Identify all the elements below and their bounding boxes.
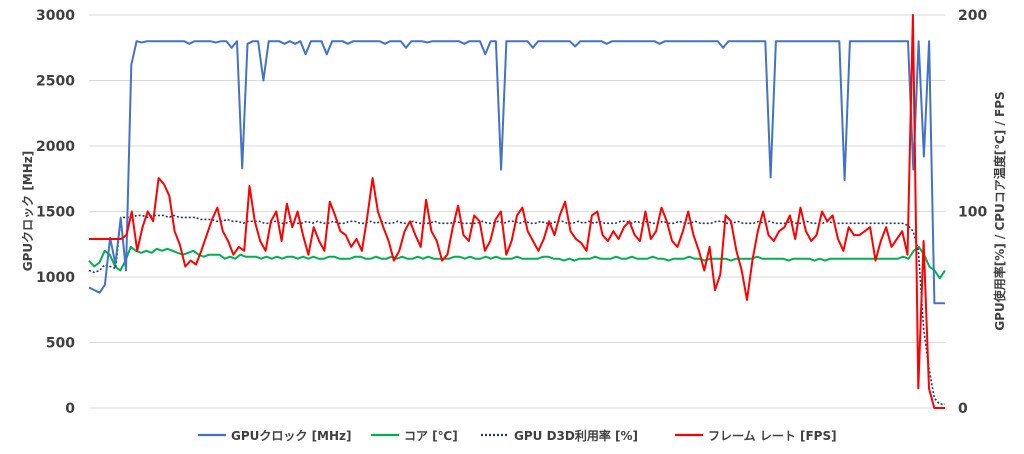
- series-line-3: [89, 14, 945, 409]
- y-left-tick-label: 2500: [36, 74, 75, 90]
- y-left-tick-label: 2000: [36, 139, 75, 155]
- series-line-1: [88, 245, 946, 280]
- series-line-0: [88, 40, 945, 305]
- legend-item-gpu-clock: GPUクロック [MHz]: [198, 429, 352, 443]
- y-right-tick-label: 100: [958, 205, 987, 221]
- legend-item-core-temp: コア [℃]: [371, 429, 458, 443]
- y-left-tick-label: 0: [65, 401, 75, 417]
- right-axis-ticks: 0 100 200: [958, 8, 987, 417]
- legend-label-fps: フレーム レート [FPS]: [708, 429, 837, 443]
- y-right-tick-label: 200: [958, 8, 987, 24]
- y-left-tick-label: 500: [46, 336, 75, 352]
- legend-label-gpu-clock: GPUクロック [MHz]: [231, 429, 352, 443]
- y-left-tick-label: 3000: [36, 8, 75, 24]
- y-left-tick-label: 1500: [36, 205, 75, 221]
- legend: GPUクロック [MHz] コア [℃] GPU D3D利用率 [%] フレーム…: [198, 428, 837, 443]
- y-right-tick-label: 0: [958, 401, 968, 417]
- legend-item-gpu-d3d: GPU D3D利用率 [%]: [481, 428, 638, 443]
- left-axis-ticks: 0 500 1000 1500 2000 2500 3000: [36, 8, 75, 417]
- series-lines: [88, 14, 946, 409]
- y-axis-right-title: GPU使用率[%] / CPUコア温度[℃] / FPS: [992, 91, 1007, 330]
- legend-item-fps: フレーム レート [FPS]: [675, 429, 837, 443]
- legend-label-core-temp: コア [℃]: [404, 429, 458, 443]
- y-axis-left-title: GPUクロック [MHz]: [21, 151, 35, 272]
- legend-label-gpu-d3d: GPU D3D利用率 [%]: [514, 428, 638, 443]
- gridlines: [89, 14, 945, 409]
- y-left-tick-label: 1000: [36, 270, 75, 286]
- series-line-2: [88, 214, 945, 405]
